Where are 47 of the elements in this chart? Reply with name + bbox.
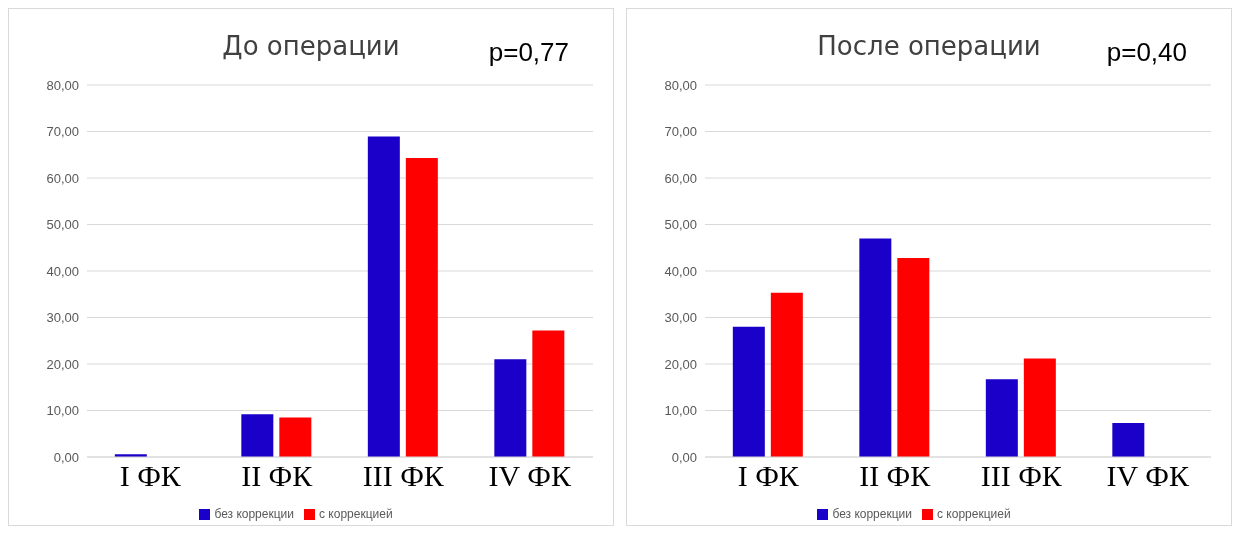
y-tick-label: 10,00 <box>664 403 697 419</box>
x-tick-label: I ФК <box>119 459 182 493</box>
bar <box>494 359 527 457</box>
legend-label: без коррекции <box>832 507 912 521</box>
bar <box>1023 358 1056 457</box>
bar <box>241 414 274 457</box>
bar <box>279 417 312 457</box>
chart-title: После операции <box>817 31 1041 61</box>
y-tick-label: 10,00 <box>46 403 79 419</box>
y-tick-label: 40,00 <box>46 263 79 279</box>
legend-label: с коррекцией <box>936 507 1011 521</box>
y-tick-label: 0,00 <box>671 449 697 465</box>
y-tick-label: 30,00 <box>664 310 697 326</box>
legend-label: без коррекции <box>214 507 294 521</box>
bar <box>1112 423 1145 457</box>
legend-label: с коррекцией <box>318 507 393 521</box>
y-tick-label: 20,00 <box>46 356 79 372</box>
x-tick-label: I ФК <box>737 459 800 493</box>
y-tick-label: 60,00 <box>664 170 697 186</box>
bar <box>770 292 803 457</box>
y-tick-label: 20,00 <box>664 356 697 372</box>
y-tick-label: 30,00 <box>46 310 79 326</box>
x-tick-label: III ФК <box>362 459 445 493</box>
bar <box>985 379 1018 457</box>
y-tick-label: 50,00 <box>46 217 79 233</box>
x-tick-label: II ФК <box>241 459 314 493</box>
y-tick-label: 80,00 <box>46 77 79 93</box>
bar <box>405 158 438 457</box>
y-tick-label: 70,00 <box>664 124 697 140</box>
x-tick-label: IV ФК <box>1106 459 1190 493</box>
bar <box>532 330 565 457</box>
bar <box>367 136 400 457</box>
text: p=0,77 <box>488 37 569 68</box>
x-tick-label: III ФК <box>980 459 1063 493</box>
y-tick-label: 70,00 <box>46 124 79 140</box>
text: p=0,40 <box>1106 37 1187 68</box>
y-tick-label: 80,00 <box>664 77 697 93</box>
bar <box>732 326 765 457</box>
bar <box>859 238 892 457</box>
y-tick-label: 50,00 <box>664 217 697 233</box>
y-tick-label: 0,00 <box>53 449 79 465</box>
chart-title: До операции <box>222 31 400 61</box>
x-tick-label: IV ФК <box>488 459 572 493</box>
bar <box>897 257 930 457</box>
x-tick-label: II ФК <box>859 459 932 493</box>
y-tick-label: 60,00 <box>46 170 79 186</box>
y-tick-label: 40,00 <box>664 263 697 279</box>
